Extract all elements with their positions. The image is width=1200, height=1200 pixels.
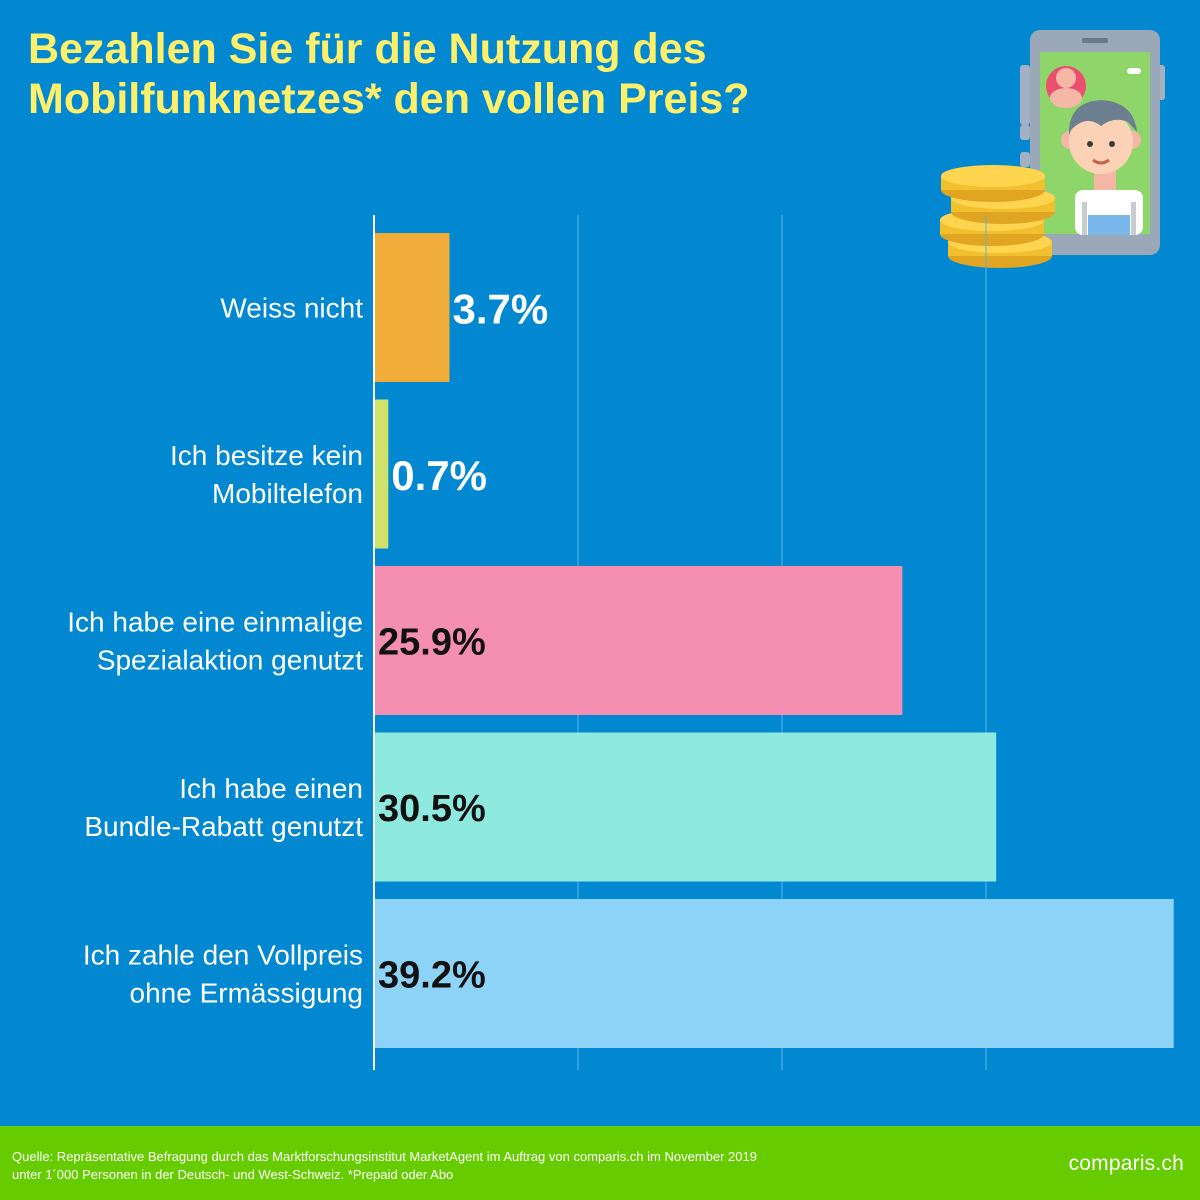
category-label-line: Ich zahle den Vollpreis: [83, 940, 363, 971]
category-label: Ich habe eine einmalige Spezialaktion gen…: [67, 607, 363, 676]
category-label: Ich besitze kein Mobiltelefon: [170, 440, 363, 509]
source-line-1: Quelle: Repräsentative Befragung durch d…: [12, 1149, 757, 1164]
source-line-2: unter 1´000 Personen in der Deutsch- und…: [12, 1167, 454, 1182]
category-label: Weiss nicht: [220, 293, 363, 324]
category-label-line: Ich habe einen: [179, 773, 363, 804]
category-label-line: Ich habe eine einmalige: [67, 607, 363, 638]
bar: [374, 233, 450, 382]
value-label: 39.2%: [378, 955, 486, 997]
category-label-line: Weiss nicht: [220, 293, 363, 324]
phone-user-illustration: [940, 30, 1165, 268]
bar: [374, 732, 997, 882]
source-note: Quelle: Repräsentative Befragung durch d…: [12, 1148, 912, 1184]
bar: [374, 566, 903, 715]
value-label: 0.7%: [391, 452, 487, 499]
bar-chart: 3.7% Weiss nicht 0.7% Ich besitze kein Mobil…: [67, 215, 1174, 1070]
value-label: 25.9%: [378, 622, 486, 664]
category-label-line: ohne Ermässigung: [130, 978, 363, 1009]
bar: [374, 899, 1174, 1048]
value-label: 3.7%: [452, 286, 548, 333]
comparis-logo: comparis.ch: [1068, 1152, 1184, 1175]
title-line-1: Bezahlen Sie für die Nutzung des: [28, 25, 707, 73]
page-title: Bezahlen Sie für die Nutzung des Mobilfu…: [28, 24, 908, 124]
category-label-line: Spezialaktion genutzt: [97, 645, 363, 676]
category-label: Ich habe einen Bundle-Rabatt genutzt: [84, 773, 363, 842]
bar: [374, 399, 389, 549]
coin-stack-icon: [940, 165, 1055, 268]
category-label: Ich zahle den Vollpreis ohne Ermässigung: [83, 940, 363, 1009]
footer: Quelle: Repräsentative Befragung durch d…: [0, 1126, 1200, 1200]
category-label-line: Mobiltelefon: [212, 478, 363, 509]
title-line-2: Mobilfunknetzes* den vollen Preis?: [28, 75, 750, 123]
category-label-line: Ich besitze kein: [170, 440, 363, 471]
category-label-line: Bundle-Rabatt genutzt: [84, 811, 363, 842]
value-label: 30.5%: [378, 788, 486, 830]
